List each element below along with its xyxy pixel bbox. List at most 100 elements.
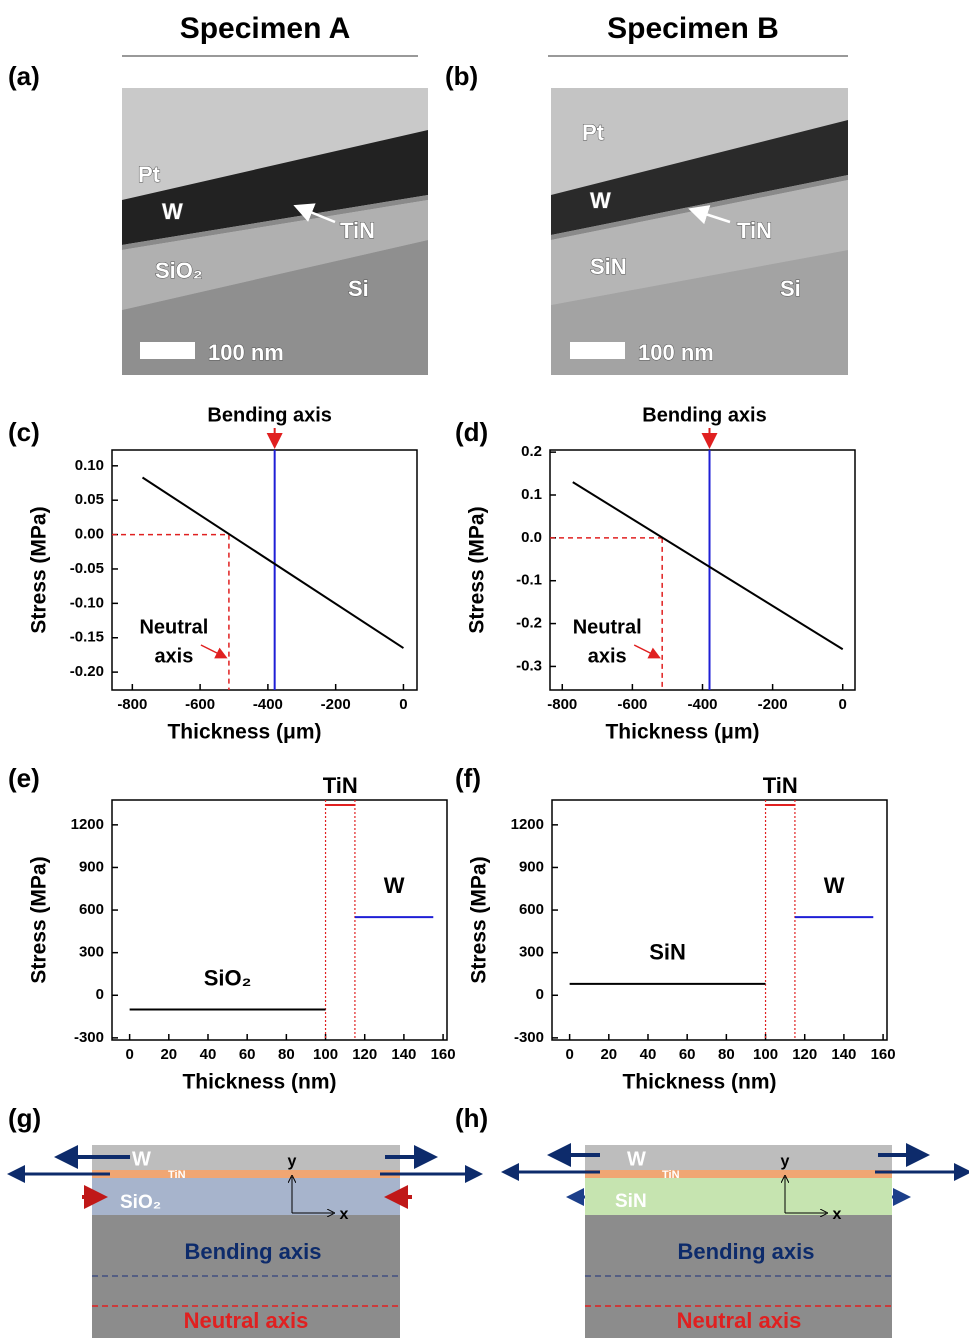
neutral-axis-label: Neutral axis [184,1308,309,1333]
layer-label: W [162,199,183,224]
x-tick-label: 60 [679,1046,696,1063]
x-tick-label: 60 [239,1046,256,1063]
x-tick-label: 120 [792,1046,817,1063]
x-axis-label: Thickness (nm) [182,1071,336,1094]
y-tick-label: -0.20 [70,663,104,680]
layer-label: Pt [138,162,161,187]
x-tick-label: 0 [125,1046,133,1063]
y-tick-label: -300 [514,1029,544,1046]
si-layer [551,250,848,375]
y-tick-label: 0.0 [521,529,542,546]
tin-layer [122,195,428,250]
layer-label: TiN [340,218,375,243]
y-tick-label: 0.05 [75,491,104,508]
bending-axis-label: Bending axis [678,1239,815,1264]
x-axis-label: Thickness (nm) [622,1071,776,1094]
layer-label: SiN [590,254,627,279]
plot-frame [111,799,448,1041]
x-tick-label: -600 [185,696,215,713]
schematic: W TiN SiO₂ y x Bending axis Neutral axis [7,1145,483,1338]
x-tick-label: 120 [352,1046,377,1063]
pointer [688,205,731,225]
layer-label: W [590,188,611,213]
y-tick-label: -0.1 [516,572,542,589]
series-label: W [824,873,845,898]
layer-label: Si [780,276,801,301]
data-line [572,481,844,651]
scale-bar [140,342,195,359]
layer-label: SiO₂ [120,1192,161,1213]
x-tick-label: 40 [640,1046,657,1063]
axis-name: x [340,1206,349,1223]
header: Specimen B [607,12,779,45]
bending-axis-label: Bending axis [185,1239,322,1264]
annotation-arrow [633,644,661,659]
x-tick-label: 0 [565,1046,573,1063]
x-tick-label: 140 [391,1046,416,1063]
layer-label: SiN [615,1191,647,1212]
x-tick-label: 160 [871,1046,896,1063]
x-tick-label: 40 [200,1046,217,1063]
panel-label: (b) [445,61,478,91]
x-tick-label: -200 [321,696,351,713]
neutral-axis-label: axis [154,645,193,667]
nitride-layer [551,180,848,305]
layer-label: SiO₂ [155,258,203,283]
panel-label: (d) [455,417,488,447]
y-tick-label: 0 [536,986,544,1003]
layer-label: Pt [582,120,605,145]
bending-axis-label: Bending axis [207,404,331,426]
y-tick-label: 600 [79,901,104,918]
y-tick-label: -0.15 [70,629,104,646]
panel-label: (h) [455,1103,488,1133]
layer-label: TiN [662,1169,680,1181]
oxide-layer [92,1178,400,1215]
w-layer [122,130,428,245]
y-tick-label: 1200 [511,816,544,833]
x-tick-label: -800 [117,696,147,713]
layer-label: Si [348,276,369,301]
axis-name: y [288,1153,297,1170]
y-tick-label: 900 [519,858,544,875]
layer-label: TiN [168,1169,186,1181]
y-tick-label: -0.05 [70,560,104,577]
series-label: SiN [649,940,686,965]
tin-layer [585,1170,892,1178]
scale-label: 100 nm [208,340,284,365]
y-axis-label: Stress (MPa) [28,506,51,633]
x-axis-label: Thickness (μm) [167,721,321,744]
series-label: TiN [763,773,798,798]
x-tick-label: -400 [253,696,283,713]
plot-frame [551,799,888,1041]
y-tick-label: -0.10 [70,594,104,611]
neutral-axis-label: Neutral [139,616,208,638]
y-tick-label: 300 [79,944,104,961]
scale-bar [570,342,625,359]
y-tick-label: -300 [74,1029,104,1046]
layer-label: W [627,1148,646,1170]
x-tick-label: 0 [839,696,847,713]
axis-name: x [833,1206,842,1223]
y-tick-label: 600 [519,901,544,918]
y-axis-label: Stress (MPa) [466,506,489,633]
y-tick-label: -0.3 [516,657,542,674]
y-tick-label: 0.1 [521,486,542,503]
y-tick-label: 1200 [71,816,104,833]
tin-layer [92,1170,400,1178]
scale-label: 100 nm [638,340,714,365]
x-tick-label: -600 [617,696,647,713]
bending-axis-label: Bending axis [642,404,766,426]
w-layer [92,1145,400,1170]
x-axis-label: Thickness (μm) [605,721,759,744]
schematic: W TiN SiN y x Bending axis Neutral axis [501,1143,969,1338]
y-axis-label: Stress (MPa) [468,856,491,983]
tem-image: Pt W TiN SiN Si 100 nm [551,88,848,375]
w-layer [551,120,848,235]
plot-frame [111,449,418,691]
w-layer [585,1145,892,1170]
si-layer [122,240,428,375]
x-tick-label: 80 [718,1046,735,1063]
y-tick-label: 900 [79,858,104,875]
x-tick-label: 100 [753,1046,778,1063]
